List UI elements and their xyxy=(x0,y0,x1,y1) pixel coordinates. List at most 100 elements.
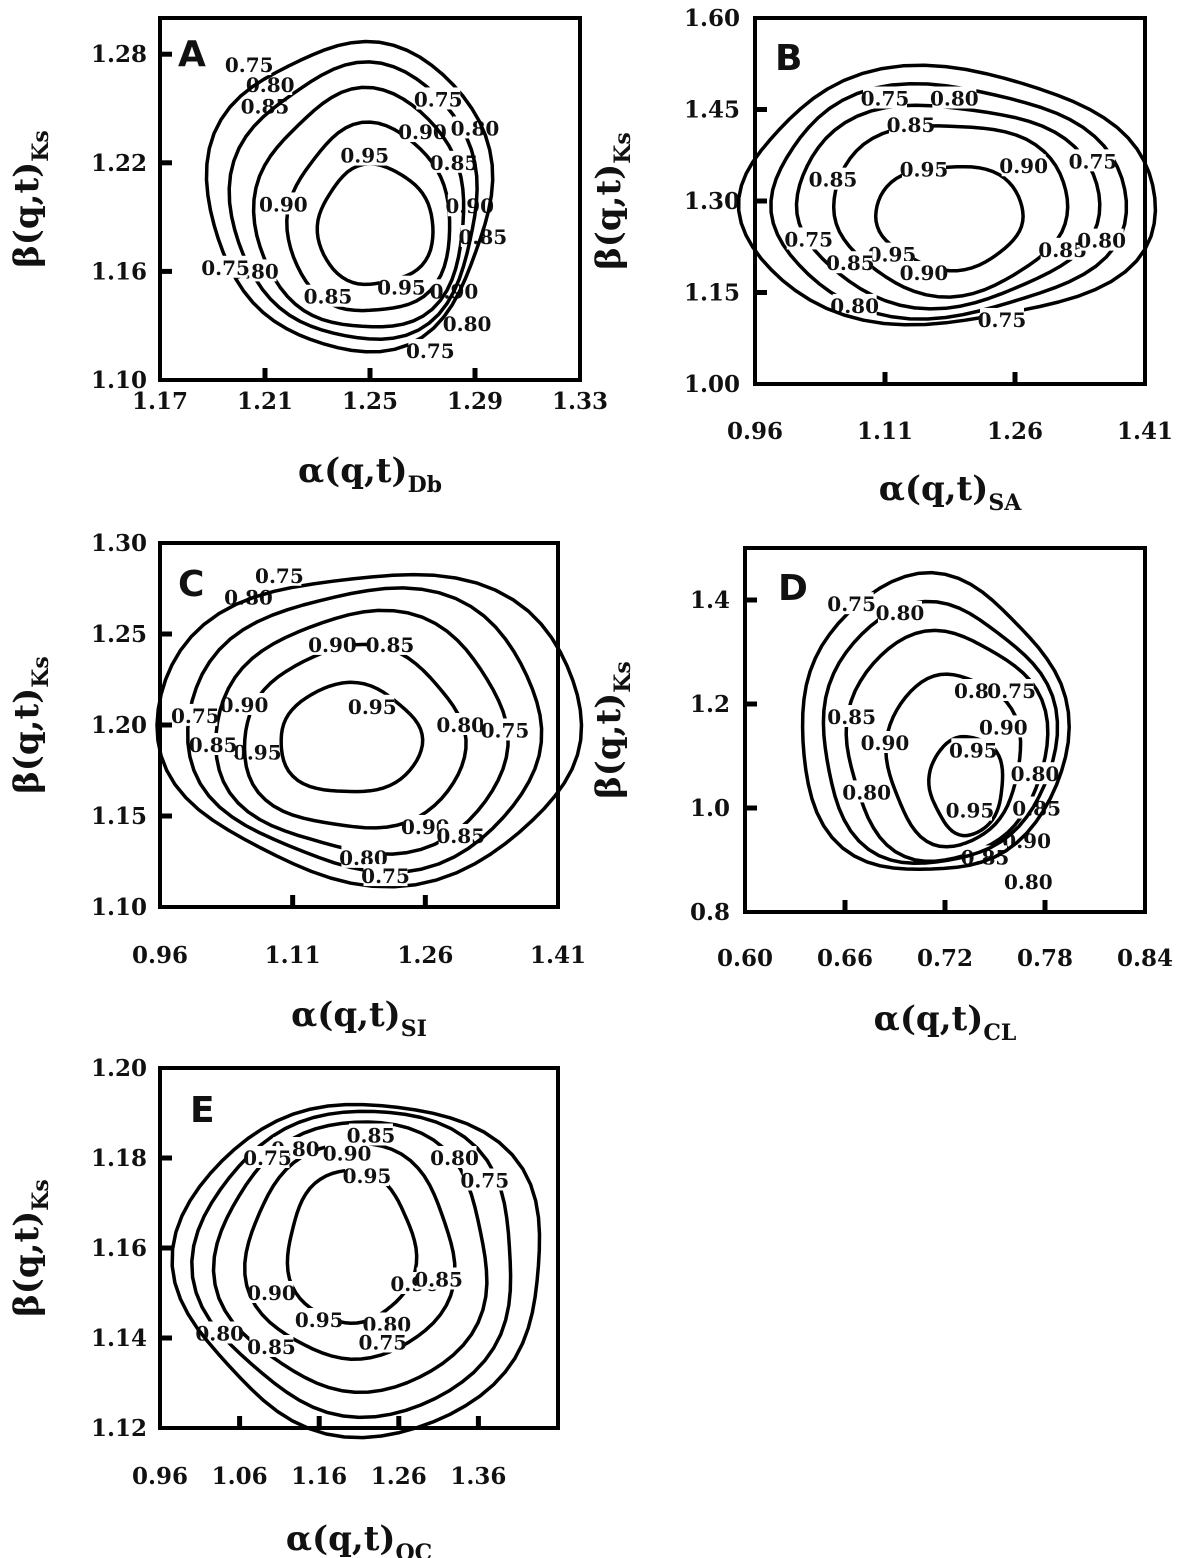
contour-label: 0.85 xyxy=(827,705,876,729)
contour-label: 0.85 xyxy=(304,285,353,309)
contour-label-bg xyxy=(310,632,355,655)
contour-label: 0.80 xyxy=(436,713,485,737)
contour-label: 0.75 xyxy=(481,718,530,742)
x-axis-label: α(q,t)OC xyxy=(286,1519,432,1558)
contour-label: 0.80 xyxy=(443,312,492,336)
contour-label-bg xyxy=(191,733,236,756)
contour-label-bg xyxy=(341,845,386,868)
contour-label: 0.85 xyxy=(436,824,485,848)
contour-label: 0.75 xyxy=(243,1146,292,1170)
contour-label: 0.95 xyxy=(377,276,426,300)
contour-label: 0.95 xyxy=(340,144,389,168)
contour-label: 0.85 xyxy=(826,251,875,275)
y-tick-label: 1.22 xyxy=(91,150,147,177)
y-axis-label: β(q,t)Ks xyxy=(589,661,636,799)
contour-label: 0.75 xyxy=(784,227,833,251)
contour-label: 0.85 xyxy=(189,733,238,757)
contour-line-0-85 xyxy=(211,1120,489,1394)
contour-line-0-95 xyxy=(279,680,425,794)
contour-label: 0.90 xyxy=(247,1281,296,1305)
contour-label: 0.80 xyxy=(451,116,500,140)
y-tick-label: 1.16 xyxy=(91,1235,147,1262)
contour-label-bg xyxy=(844,780,889,803)
contour-label-bg xyxy=(363,864,408,887)
contour-label: 0.95 xyxy=(343,1164,392,1188)
contour-label-bg xyxy=(367,632,412,655)
contour-label-bg xyxy=(462,1168,507,1191)
contour-label-bg xyxy=(222,692,267,715)
panel-b: B 0.96 1.11 1.26 1.41 1.00 1.15 1.30 1.45 1.60 α(q… xyxy=(589,5,1173,516)
contour-label-bg xyxy=(863,86,907,109)
contour-line-0-95 xyxy=(285,1168,419,1326)
contour-line-0-75 xyxy=(170,1102,542,1440)
contour-line-0-80 xyxy=(769,81,1129,321)
x-tick-label: 1.26 xyxy=(987,418,1043,445)
contour-label-bg xyxy=(249,1281,294,1303)
contour-label: 0.80 xyxy=(430,1146,479,1170)
contour-label: 0.80 xyxy=(842,780,891,804)
contour-label-bg xyxy=(829,705,874,727)
x-tick-label: 1.26 xyxy=(397,942,453,969)
contour-label-bg xyxy=(403,814,448,837)
contour-line-0-80 xyxy=(821,599,1060,865)
x-tick-label: 1.36 xyxy=(450,1463,506,1490)
x-axis-label: α(q,t)SA xyxy=(879,469,1023,516)
contour-label-bg xyxy=(1040,237,1085,260)
contour-label-bg xyxy=(1006,869,1051,892)
contour-label-bg xyxy=(902,157,946,180)
contour-label: 0.85 xyxy=(887,113,936,137)
contour-line-0-80 xyxy=(186,586,544,875)
contour-label-bg xyxy=(364,1312,409,1335)
y-tick-label: 1.12 xyxy=(91,1415,147,1442)
contour-label-bg xyxy=(325,1141,370,1164)
contour-label: 0.75 xyxy=(978,308,1027,332)
contour-label-bg xyxy=(902,260,946,283)
x-tick-label: 1.16 xyxy=(291,1463,347,1490)
contour-label: 0.85 xyxy=(414,1268,463,1292)
panel-letter: C xyxy=(178,564,204,605)
y-tick-label: 1.15 xyxy=(684,280,740,307)
y-tick-label: 1.25 xyxy=(91,621,147,648)
contour-label-bg xyxy=(1013,762,1057,785)
y-tick-label: 0.8 xyxy=(690,899,730,926)
contour-label: 0.85 xyxy=(347,1124,396,1148)
x-axis-label: α(q,t)CL xyxy=(874,999,1017,1046)
contour-label-bg xyxy=(828,251,873,274)
contour-label-bg xyxy=(951,738,996,761)
x-tick-label: 0.66 xyxy=(817,945,873,972)
contour-label: 0.95 xyxy=(233,740,282,764)
contour-label: 0.95 xyxy=(900,157,949,181)
contour-label: 0.85 xyxy=(430,151,479,175)
contour-label: 0.75 xyxy=(460,1169,509,1193)
contour-label-bg xyxy=(243,94,287,117)
contour-label-bg xyxy=(948,798,992,821)
contour-label-bg xyxy=(482,718,527,741)
contour-label-bg xyxy=(445,311,490,334)
contour-label: 0.75 xyxy=(987,679,1036,703)
panel-letter: A xyxy=(178,34,206,75)
contour-label-bg xyxy=(786,227,831,250)
contour-label-bg xyxy=(416,87,461,110)
x-axis-label: α(q,t)Db xyxy=(298,451,442,498)
contour-label-bg xyxy=(379,275,424,298)
x-axis-label: α(q,t)SI xyxy=(291,995,427,1042)
contour-line-0-95 xyxy=(315,162,435,287)
contour-label: 0.95 xyxy=(949,738,998,762)
contour-label-bg xyxy=(932,86,977,109)
x-tick-label: 1.21 xyxy=(237,388,293,415)
x-tick-label: 1.11 xyxy=(265,942,321,969)
contour-label-bg xyxy=(350,694,395,717)
contour-label: 0.90 xyxy=(861,731,910,755)
y-tick-label: 1.10 xyxy=(91,894,147,921)
contour-line-0-80 xyxy=(190,1109,513,1420)
contour-label: 0.95 xyxy=(946,799,995,823)
contour-label-bg xyxy=(245,1146,290,1168)
contour-label: 0.75 xyxy=(1069,149,1118,173)
plot-frame xyxy=(753,16,1147,386)
contour-label-bg xyxy=(889,112,933,135)
contour-line-0-75 xyxy=(204,39,495,354)
contour-line-0-75 xyxy=(800,570,1071,871)
contour-label: 0.90 xyxy=(220,693,269,717)
contour-label: 0.75 xyxy=(225,53,274,77)
contour-label-bg xyxy=(249,1335,294,1357)
